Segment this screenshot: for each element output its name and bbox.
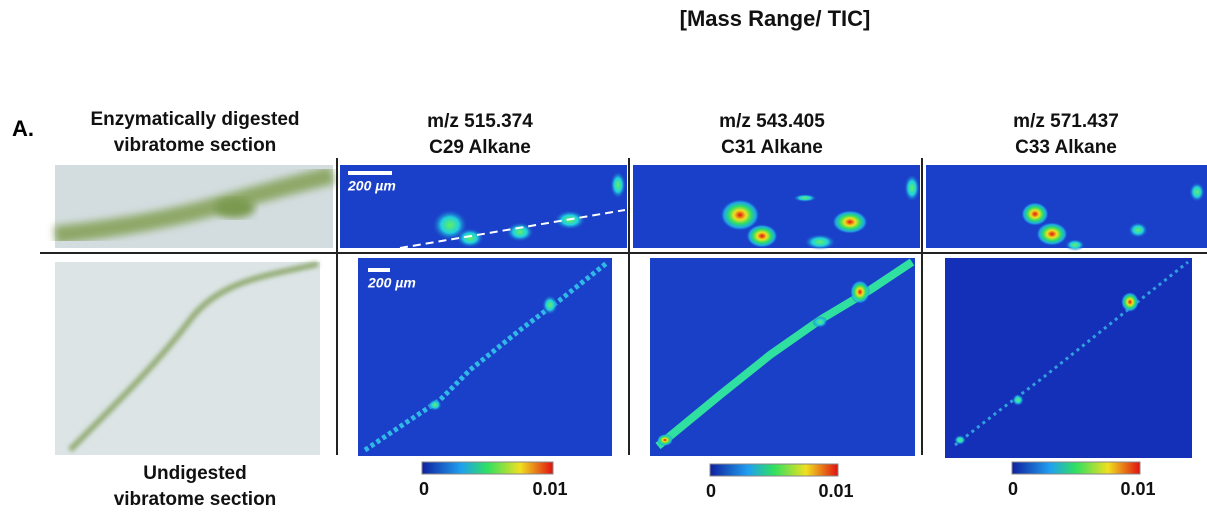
ms-image — [945, 258, 1192, 458]
colorbar: 0 0.01 — [706, 463, 854, 501]
scale-bar-label: 200 µm — [347, 178, 396, 194]
column-mz: m/z 515.374 — [427, 111, 533, 132]
colorbar: 0 0.01 — [419, 461, 568, 499]
ms-image — [650, 258, 915, 456]
colorbar-min: 0 — [419, 479, 429, 499]
ms-image: 200 µm — [358, 258, 612, 456]
column-mz: m/z 543.405 — [719, 111, 825, 132]
row-label: Enzymatically digested — [90, 109, 299, 130]
scale-bar-label: 200 µm — [367, 275, 416, 291]
row-label: vibratome section — [114, 489, 277, 510]
optical-image — [55, 261, 320, 455]
colorbar-min: 0 — [1008, 479, 1018, 499]
row-label: vibratome section — [114, 135, 277, 156]
panel-label: A. — [12, 116, 34, 141]
colorbar-max: 0.01 — [532, 479, 567, 499]
colorbar-max: 0.01 — [818, 481, 853, 501]
column-mz: m/z 571.437 — [1013, 111, 1119, 132]
optical-image — [54, 165, 336, 248]
row-label: Undigested — [143, 463, 246, 484]
colorbar-min: 0 — [706, 481, 716, 501]
column-compound: C33 Alkane — [1015, 137, 1117, 158]
column-compound: C31 Alkane — [721, 137, 823, 158]
column-compound: C29 Alkane — [429, 137, 531, 158]
ms-image — [926, 165, 1207, 251]
ms-image: 200 µm — [340, 165, 627, 249]
colorbar: 0 0.01 — [1008, 461, 1156, 499]
ms-image — [633, 165, 920, 250]
colorbar-max: 0.01 — [1120, 479, 1155, 499]
figure-title: [Mass Range/ TIC] — [680, 6, 871, 31]
